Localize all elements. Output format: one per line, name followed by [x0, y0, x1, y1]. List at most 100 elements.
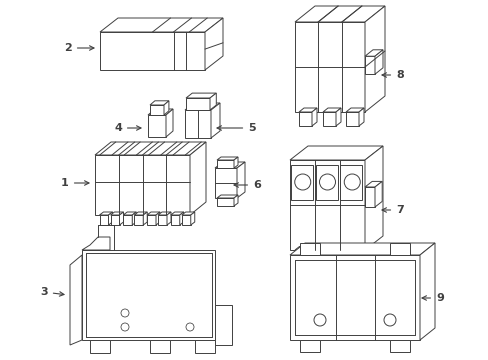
Polygon shape [217, 160, 234, 168]
Polygon shape [315, 165, 337, 200]
Polygon shape [215, 305, 231, 345]
Polygon shape [346, 112, 358, 126]
Polygon shape [340, 165, 362, 200]
Polygon shape [294, 247, 312, 250]
Polygon shape [158, 215, 167, 225]
Polygon shape [150, 101, 168, 105]
Polygon shape [204, 18, 223, 70]
Polygon shape [165, 109, 173, 137]
Polygon shape [389, 340, 409, 352]
Polygon shape [99, 212, 112, 215]
Polygon shape [374, 50, 382, 74]
Polygon shape [364, 146, 382, 250]
Polygon shape [99, 215, 108, 225]
Polygon shape [150, 105, 163, 115]
Polygon shape [90, 340, 110, 353]
Polygon shape [332, 247, 337, 262]
Polygon shape [184, 110, 210, 138]
Polygon shape [294, 22, 364, 112]
Polygon shape [323, 108, 340, 112]
Polygon shape [134, 215, 143, 225]
Polygon shape [100, 32, 204, 70]
Polygon shape [147, 212, 160, 215]
Polygon shape [299, 243, 319, 255]
Polygon shape [364, 187, 374, 207]
Polygon shape [217, 195, 238, 198]
Polygon shape [289, 243, 434, 255]
Polygon shape [150, 340, 170, 353]
Polygon shape [70, 255, 82, 345]
Polygon shape [364, 50, 382, 56]
Polygon shape [217, 157, 238, 160]
Polygon shape [82, 250, 215, 340]
Polygon shape [299, 340, 319, 352]
Polygon shape [389, 243, 409, 255]
Polygon shape [289, 146, 382, 160]
Polygon shape [234, 195, 238, 206]
Text: 5: 5 [217, 123, 255, 133]
Polygon shape [346, 108, 363, 112]
Polygon shape [167, 212, 171, 225]
Polygon shape [290, 165, 312, 200]
Polygon shape [298, 108, 316, 112]
Text: 4: 4 [114, 123, 141, 133]
Polygon shape [123, 215, 132, 225]
Polygon shape [234, 157, 238, 168]
Polygon shape [319, 247, 337, 250]
Text: 2: 2 [64, 43, 94, 53]
Polygon shape [190, 142, 205, 215]
Polygon shape [215, 168, 237, 198]
Text: 9: 9 [421, 293, 443, 303]
Polygon shape [108, 212, 112, 225]
Polygon shape [419, 243, 434, 340]
Polygon shape [335, 108, 340, 126]
Polygon shape [100, 18, 223, 32]
Polygon shape [123, 212, 136, 215]
Polygon shape [358, 108, 363, 126]
Polygon shape [110, 215, 119, 225]
Text: 8: 8 [381, 70, 403, 80]
Polygon shape [289, 160, 364, 250]
Polygon shape [311, 108, 316, 126]
Polygon shape [170, 212, 183, 215]
Polygon shape [148, 109, 173, 115]
Polygon shape [294, 6, 384, 22]
Polygon shape [182, 215, 190, 225]
Polygon shape [134, 212, 147, 215]
Text: 3: 3 [40, 287, 64, 297]
Polygon shape [210, 103, 220, 138]
Polygon shape [319, 250, 332, 262]
Polygon shape [132, 212, 136, 225]
Polygon shape [298, 112, 311, 126]
Polygon shape [345, 250, 357, 262]
Polygon shape [185, 93, 216, 98]
Polygon shape [163, 101, 168, 115]
Polygon shape [148, 115, 165, 137]
Polygon shape [190, 212, 194, 225]
Polygon shape [143, 212, 147, 225]
Polygon shape [374, 181, 382, 207]
Polygon shape [357, 247, 362, 262]
Polygon shape [158, 212, 171, 215]
Polygon shape [95, 155, 190, 215]
Polygon shape [185, 98, 209, 110]
Polygon shape [364, 6, 384, 112]
Polygon shape [209, 93, 216, 110]
Polygon shape [364, 181, 382, 187]
Polygon shape [294, 250, 307, 262]
Polygon shape [364, 56, 374, 74]
Polygon shape [182, 212, 194, 215]
Polygon shape [82, 237, 110, 250]
Polygon shape [195, 340, 215, 353]
Polygon shape [170, 215, 180, 225]
Polygon shape [184, 103, 220, 110]
Polygon shape [217, 198, 234, 206]
Polygon shape [180, 212, 183, 225]
Polygon shape [307, 247, 312, 262]
Polygon shape [237, 162, 244, 198]
Polygon shape [323, 112, 335, 126]
Polygon shape [345, 247, 362, 250]
Polygon shape [119, 212, 123, 225]
Polygon shape [110, 212, 123, 215]
Polygon shape [95, 142, 205, 155]
